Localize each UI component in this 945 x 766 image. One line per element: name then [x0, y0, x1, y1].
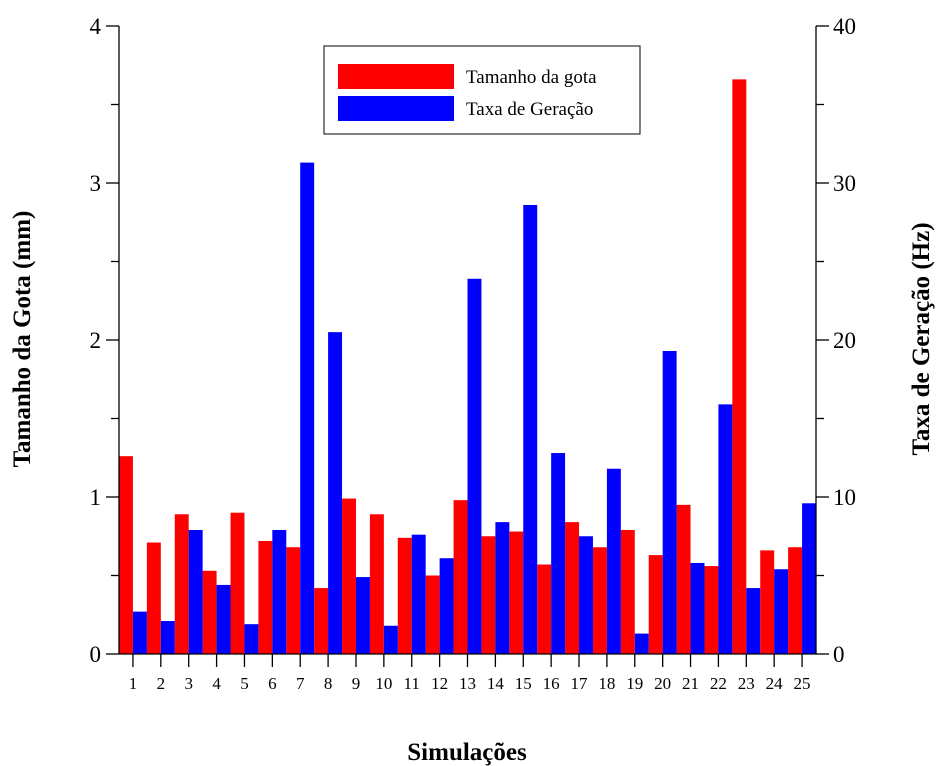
bar-tamanho-19 — [620, 529, 635, 654]
bar-taxa-3 — [188, 529, 203, 654]
bar-tamanho-25 — [788, 547, 803, 654]
x-tick-label: 11 — [404, 674, 420, 693]
bar-taxa-7 — [300, 162, 315, 654]
bar-taxa-18 — [606, 468, 621, 654]
bar-taxa-13 — [467, 278, 482, 654]
bar-tamanho-16 — [537, 564, 552, 654]
bar-tamanho-23 — [732, 79, 747, 654]
y-right-tick-label: 0 — [833, 642, 845, 667]
x-tick-label: 19 — [626, 674, 643, 693]
x-tick-label: 15 — [515, 674, 532, 693]
legend-swatch-taxa — [338, 96, 454, 121]
legend-label-tamanho: Tamanho da gota — [466, 67, 597, 88]
bar-tamanho-20 — [648, 555, 663, 654]
bar-taxa-23 — [746, 588, 761, 654]
bar-tamanho-6 — [258, 540, 273, 654]
x-tick-label: 25 — [794, 674, 811, 693]
y-left-tick-label: 2 — [90, 328, 102, 353]
x-tick-label: 8 — [324, 674, 333, 693]
bar-taxa-21 — [690, 562, 705, 654]
bar-taxa-5 — [244, 624, 259, 654]
bar-tamanho-15 — [509, 531, 524, 654]
bar-tamanho-13 — [453, 500, 468, 654]
bar-tamanho-22 — [704, 566, 719, 654]
x-tick-label: 14 — [487, 674, 505, 693]
legend: Tamanho da gota Taxa de Geração — [323, 45, 641, 135]
x-tick-label: 20 — [654, 674, 671, 693]
bar-taxa-15 — [523, 204, 538, 655]
legend-label-taxa: Taxa de Geração — [466, 99, 593, 120]
y-right-tick-label: 20 — [833, 328, 856, 353]
bar-tamanho-11 — [397, 537, 412, 654]
bar-taxa-19 — [634, 633, 649, 654]
bar-tamanho-1 — [119, 456, 133, 654]
legend-swatch-tamanho — [338, 64, 454, 89]
x-tick-label: 6 — [268, 674, 277, 693]
bar-tamanho-12 — [425, 575, 440, 654]
x-tick-label: 22 — [710, 674, 727, 693]
y-left-tick-label: 4 — [90, 14, 102, 39]
y-right-tick-label: 10 — [833, 485, 856, 510]
x-tick-label: 1 — [129, 674, 138, 693]
x-tick-label: 21 — [682, 674, 699, 693]
x-tick-label: 16 — [543, 674, 560, 693]
bar-tamanho-9 — [342, 498, 356, 654]
y-right-tick-label: 40 — [833, 14, 856, 39]
bar-taxa-1 — [132, 611, 147, 654]
bar-taxa-20 — [662, 350, 677, 654]
category-labels: 1 2 3 4 5 6 7 8 9 10 11 12 13 14 15 16 17 18 19 20 21 22 23 24 2… — [129, 674, 811, 693]
y-axis-right-title: Taxa de Geração (Hz) — [908, 222, 935, 455]
bar-tamanho-21 — [676, 504, 691, 654]
x-tick-label: 5 — [240, 674, 249, 693]
bar-taxa-9 — [355, 577, 370, 654]
bar-tamanho-18 — [592, 547, 607, 654]
bar-tamanho-7 — [286, 547, 301, 654]
bar-tamanho-24 — [760, 550, 775, 654]
x-axis-title: Simulações — [407, 739, 527, 766]
bar-taxa-14 — [495, 522, 510, 654]
y-left-tick-label: 1 — [90, 485, 102, 510]
y-right-tick-label: 30 — [833, 171, 856, 196]
bar-taxa-11 — [411, 534, 426, 654]
x-tick-label: 7 — [296, 674, 305, 693]
bar-taxa-10 — [383, 625, 398, 654]
x-tick-label: 13 — [459, 674, 476, 693]
bar-taxa-24 — [774, 569, 789, 654]
bar-tamanho-17 — [565, 522, 580, 654]
x-tick-label: 10 — [375, 674, 392, 693]
bar-tamanho-10 — [369, 514, 384, 654]
bar-taxa-6 — [272, 529, 287, 654]
x-tick-label: 18 — [598, 674, 615, 693]
bar-tamanho-5 — [230, 512, 245, 654]
y-axis-left-title: Tamanho da Gota (mm) — [9, 211, 36, 468]
bar-taxa-25 — [802, 503, 816, 654]
bar-tamanho-14 — [481, 536, 496, 654]
x-tick-label: 9 — [352, 674, 361, 693]
x-tick-label: 2 — [157, 674, 166, 693]
x-tick-label: 24 — [766, 674, 784, 693]
x-tick-label: 12 — [431, 674, 448, 693]
bar-tamanho-8 — [314, 588, 329, 654]
bar-taxa-12 — [439, 558, 454, 654]
bar-taxa-17 — [579, 536, 593, 654]
bar-group — [119, 79, 816, 655]
bar-taxa-22 — [718, 404, 733, 654]
y-left-tick-label: 0 — [90, 642, 102, 667]
bar-taxa-16 — [551, 453, 566, 654]
bar-taxa-2 — [160, 621, 175, 654]
x-tick-label: 4 — [212, 674, 221, 693]
x-tick-label: 17 — [571, 674, 589, 693]
bar-taxa-8 — [328, 332, 343, 654]
y-left-tick-label: 3 — [90, 171, 102, 196]
bar-tamanho-3 — [174, 514, 189, 654]
x-tick-label: 3 — [184, 674, 193, 693]
bar-tamanho-2 — [146, 542, 161, 654]
bar-taxa-4 — [216, 584, 231, 654]
x-tick-label: 23 — [738, 674, 755, 693]
bar-tamanho-4 — [202, 570, 217, 654]
